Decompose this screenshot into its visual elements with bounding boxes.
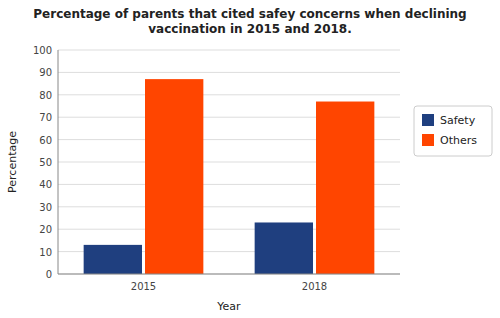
y-tick-label: 70 bbox=[39, 112, 52, 123]
y-tick-label: 30 bbox=[39, 202, 52, 213]
legend: Safety Others bbox=[414, 106, 492, 156]
bar bbox=[255, 222, 313, 274]
y-tick-label: 10 bbox=[39, 247, 52, 258]
legend-swatch bbox=[422, 134, 434, 146]
legend-label: Safety bbox=[440, 114, 476, 127]
bar bbox=[145, 79, 203, 274]
x-tick-label: 2018 bbox=[302, 281, 327, 292]
grid-line bbox=[58, 50, 400, 51]
title: Percentage of parents that cited safey c… bbox=[33, 7, 466, 36]
y-tick-label: 60 bbox=[39, 135, 52, 146]
bar bbox=[316, 102, 374, 274]
y-axis-line bbox=[58, 50, 59, 274]
y-tick-label: 100 bbox=[33, 45, 52, 56]
y-tick-label: 50 bbox=[39, 157, 52, 168]
x-tick-label: 2015 bbox=[131, 281, 156, 292]
legend-box bbox=[414, 106, 492, 156]
x-axis-line bbox=[58, 274, 400, 275]
bars bbox=[84, 79, 375, 274]
x-axis-label: Year bbox=[216, 300, 241, 313]
y-tick-label: 20 bbox=[39, 224, 52, 235]
y-tick-label: 0 bbox=[46, 269, 52, 280]
chart: Percentage of parents that cited safey c… bbox=[0, 0, 500, 318]
chart-container: Percentage of parents that cited safey c… bbox=[0, 0, 500, 318]
grid-line bbox=[58, 72, 400, 73]
title-line: vaccination in 2015 and 2018. bbox=[148, 22, 352, 36]
y-axis-label: Percentage bbox=[6, 131, 19, 193]
grid-line bbox=[58, 274, 400, 275]
legend-swatch bbox=[422, 114, 434, 126]
legend-label: Others bbox=[440, 134, 477, 147]
y-tick-label: 40 bbox=[39, 179, 52, 190]
bar bbox=[84, 245, 142, 274]
grid-line bbox=[58, 94, 400, 95]
grid bbox=[58, 50, 400, 274]
y-tick-label: 80 bbox=[39, 90, 52, 101]
y-tick-label: 90 bbox=[39, 67, 52, 78]
title-line: Percentage of parents that cited safey c… bbox=[33, 7, 466, 21]
